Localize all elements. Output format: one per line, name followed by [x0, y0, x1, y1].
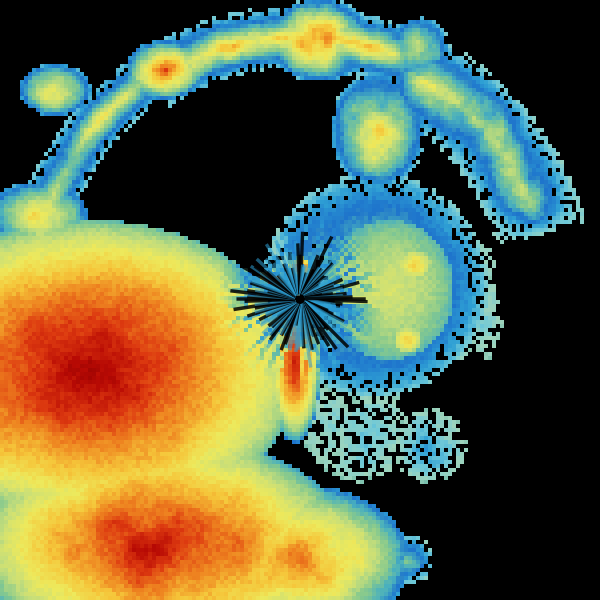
radar-image-panel: [0, 0, 600, 600]
radar-reflectivity-canvas: [0, 0, 600, 600]
